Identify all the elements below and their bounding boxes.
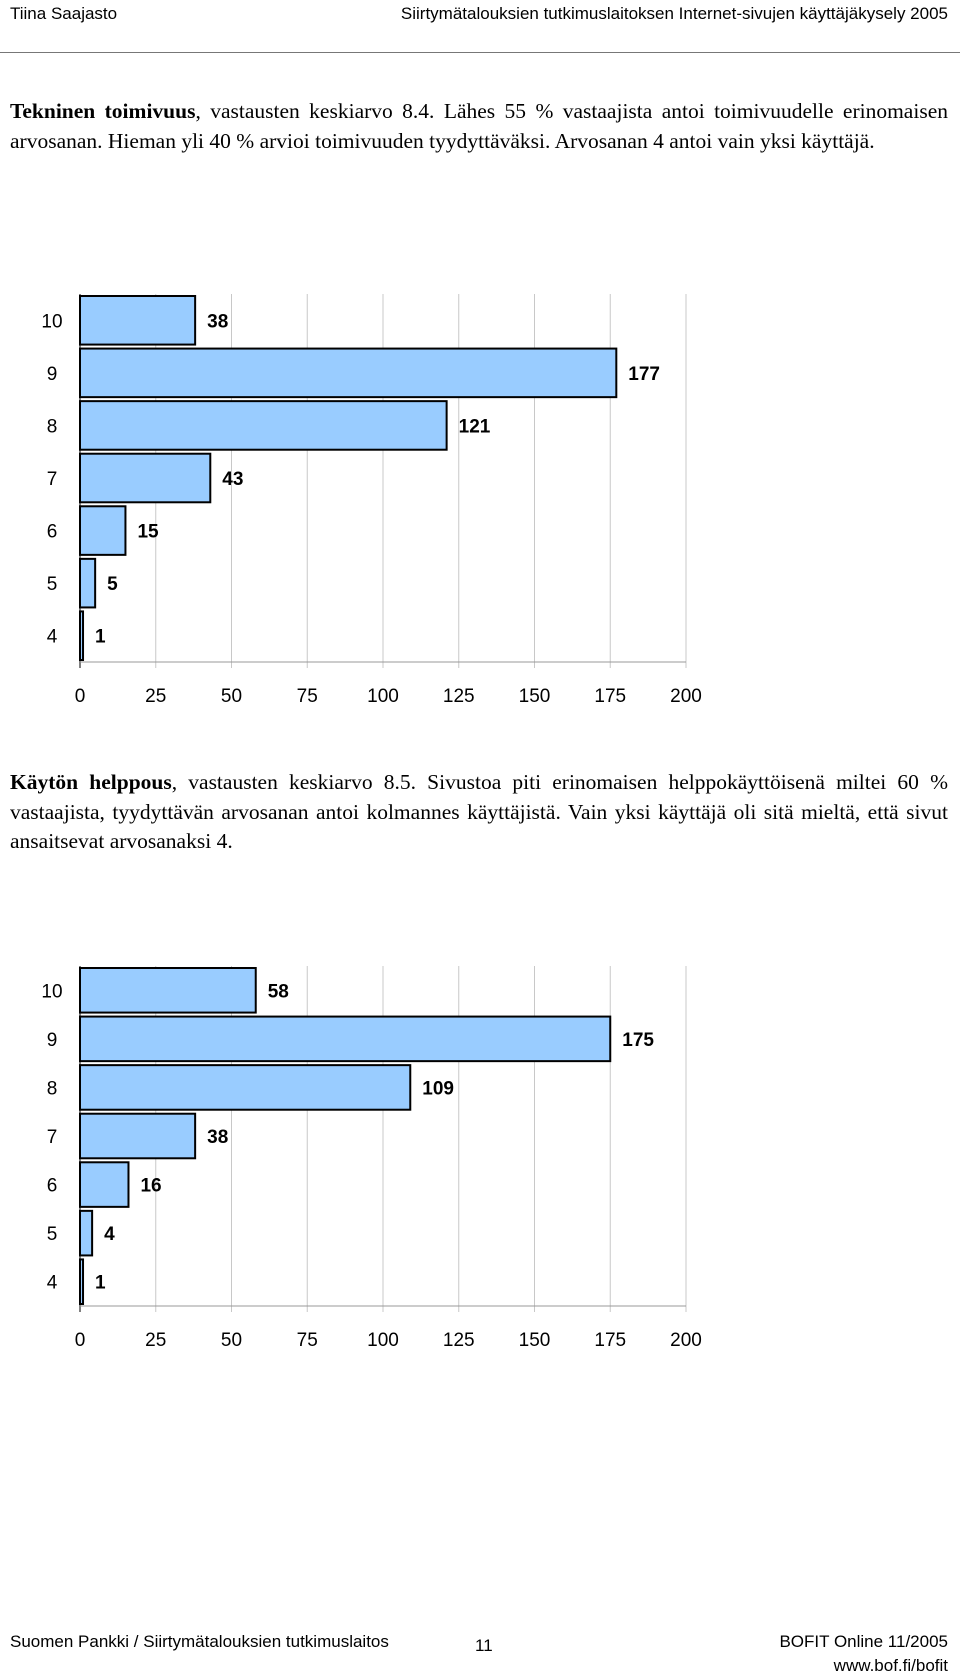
bar xyxy=(79,1258,85,1305)
bar xyxy=(79,1015,612,1063)
page-footer: Suomen Pankki / Siirtymätalouksien tutki… xyxy=(10,1632,950,1678)
data-label: 38 xyxy=(207,1127,228,1148)
bar xyxy=(79,1209,94,1257)
bar xyxy=(79,610,85,661)
y-category-label: 5 xyxy=(47,1224,58,1245)
paragraph-heading: Käytön helppous xyxy=(10,770,172,794)
y-category-label: 7 xyxy=(47,469,58,490)
page-header: Tiina Saajasto Siirtymätalouksien tutkim… xyxy=(10,4,950,30)
bar xyxy=(79,1112,197,1160)
footer-publication: BOFIT Online 11/2005 xyxy=(779,1632,948,1651)
x-tick-label: 75 xyxy=(297,686,318,707)
y-category-label: 5 xyxy=(47,574,58,595)
x-tick-label: 125 xyxy=(443,1330,475,1351)
footer-url: www.bof.fi/bofit xyxy=(833,1656,948,1675)
data-label: 15 xyxy=(137,522,159,543)
paragraph-text: , vastausten keskiarvo 8.4. Lähes 55 % v… xyxy=(10,99,948,153)
x-tick-label: 150 xyxy=(519,1330,551,1351)
paragraph-heading: Tekninen toimivuus xyxy=(10,99,196,123)
x-tick-label: 125 xyxy=(443,686,475,707)
paragraph-text: , vastausten keskiarvo 8.5. Sivustoa pit… xyxy=(10,770,948,853)
y-category-label: 10 xyxy=(41,311,62,332)
x-tick-label: 100 xyxy=(367,1330,399,1351)
bar xyxy=(79,347,618,399)
data-label: 121 xyxy=(459,416,491,437)
data-label: 16 xyxy=(140,1176,161,1197)
bar xyxy=(79,557,97,609)
bar xyxy=(79,400,448,451)
x-tick-label: 200 xyxy=(670,1330,702,1351)
x-tick-label: 200 xyxy=(670,686,702,707)
y-category-label: 9 xyxy=(47,1030,58,1051)
data-label: 175 xyxy=(622,1030,654,1051)
data-label: 1 xyxy=(95,627,106,648)
y-category-label: 9 xyxy=(47,364,58,385)
bar xyxy=(79,505,127,556)
header-author: Tiina Saajasto xyxy=(10,4,118,23)
bar-chart-ease-of-use: 0 25 50 75 100 125 150 175 200 10 58 9 175 8 109 7 38 6 16… xyxy=(41,966,702,1351)
bar xyxy=(79,1064,412,1111)
data-label: 4 xyxy=(104,1224,115,1245)
x-tick-label: 0 xyxy=(75,1330,86,1351)
x-tick-label: 150 xyxy=(519,686,551,707)
y-category-label: 6 xyxy=(47,522,58,543)
y-category-label: 6 xyxy=(47,1176,58,1197)
x-tick-label: 25 xyxy=(145,1330,166,1351)
bar xyxy=(79,452,212,504)
y-category-label: 7 xyxy=(47,1127,58,1148)
y-category-label: 10 xyxy=(41,981,62,1002)
x-tick-label: 175 xyxy=(594,1330,626,1351)
data-label: 43 xyxy=(222,469,243,490)
bar xyxy=(79,1161,130,1208)
y-category-label: 4 xyxy=(47,627,58,648)
paragraph-ease-of-use: Käytön helppous, vastausten keskiarvo 8.… xyxy=(10,768,948,857)
data-label: 58 xyxy=(268,981,289,1002)
data-label: 1 xyxy=(95,1273,106,1294)
bar xyxy=(79,295,197,346)
x-tick-label: 50 xyxy=(221,1330,242,1351)
footer-institution: Suomen Pankki / Siirtymätalouksien tutki… xyxy=(10,1632,389,1651)
page-number: 11 xyxy=(475,1636,493,1655)
x-tick-label: 25 xyxy=(145,686,166,707)
paragraph-technical-functionality: Tekninen toimivuus, vastausten keskiarvo… xyxy=(10,97,948,156)
x-tick-label: 75 xyxy=(297,1330,318,1351)
bar xyxy=(79,967,257,1014)
y-category-label: 8 xyxy=(47,416,58,437)
y-category-label: 4 xyxy=(47,1273,58,1294)
data-label: 177 xyxy=(628,364,660,385)
data-label: 38 xyxy=(207,311,228,332)
y-category-label: 8 xyxy=(47,1078,58,1099)
x-tick-label: 0 xyxy=(75,686,86,707)
x-tick-label: 175 xyxy=(594,686,626,707)
data-label: 5 xyxy=(107,574,118,595)
x-tick-label: 50 xyxy=(221,686,242,707)
data-label: 109 xyxy=(422,1078,454,1099)
header-rule xyxy=(0,52,960,53)
header-title: Siirtymätalouksien tutkimuslaitoksen Int… xyxy=(400,4,948,23)
x-tick-label: 100 xyxy=(367,686,399,707)
